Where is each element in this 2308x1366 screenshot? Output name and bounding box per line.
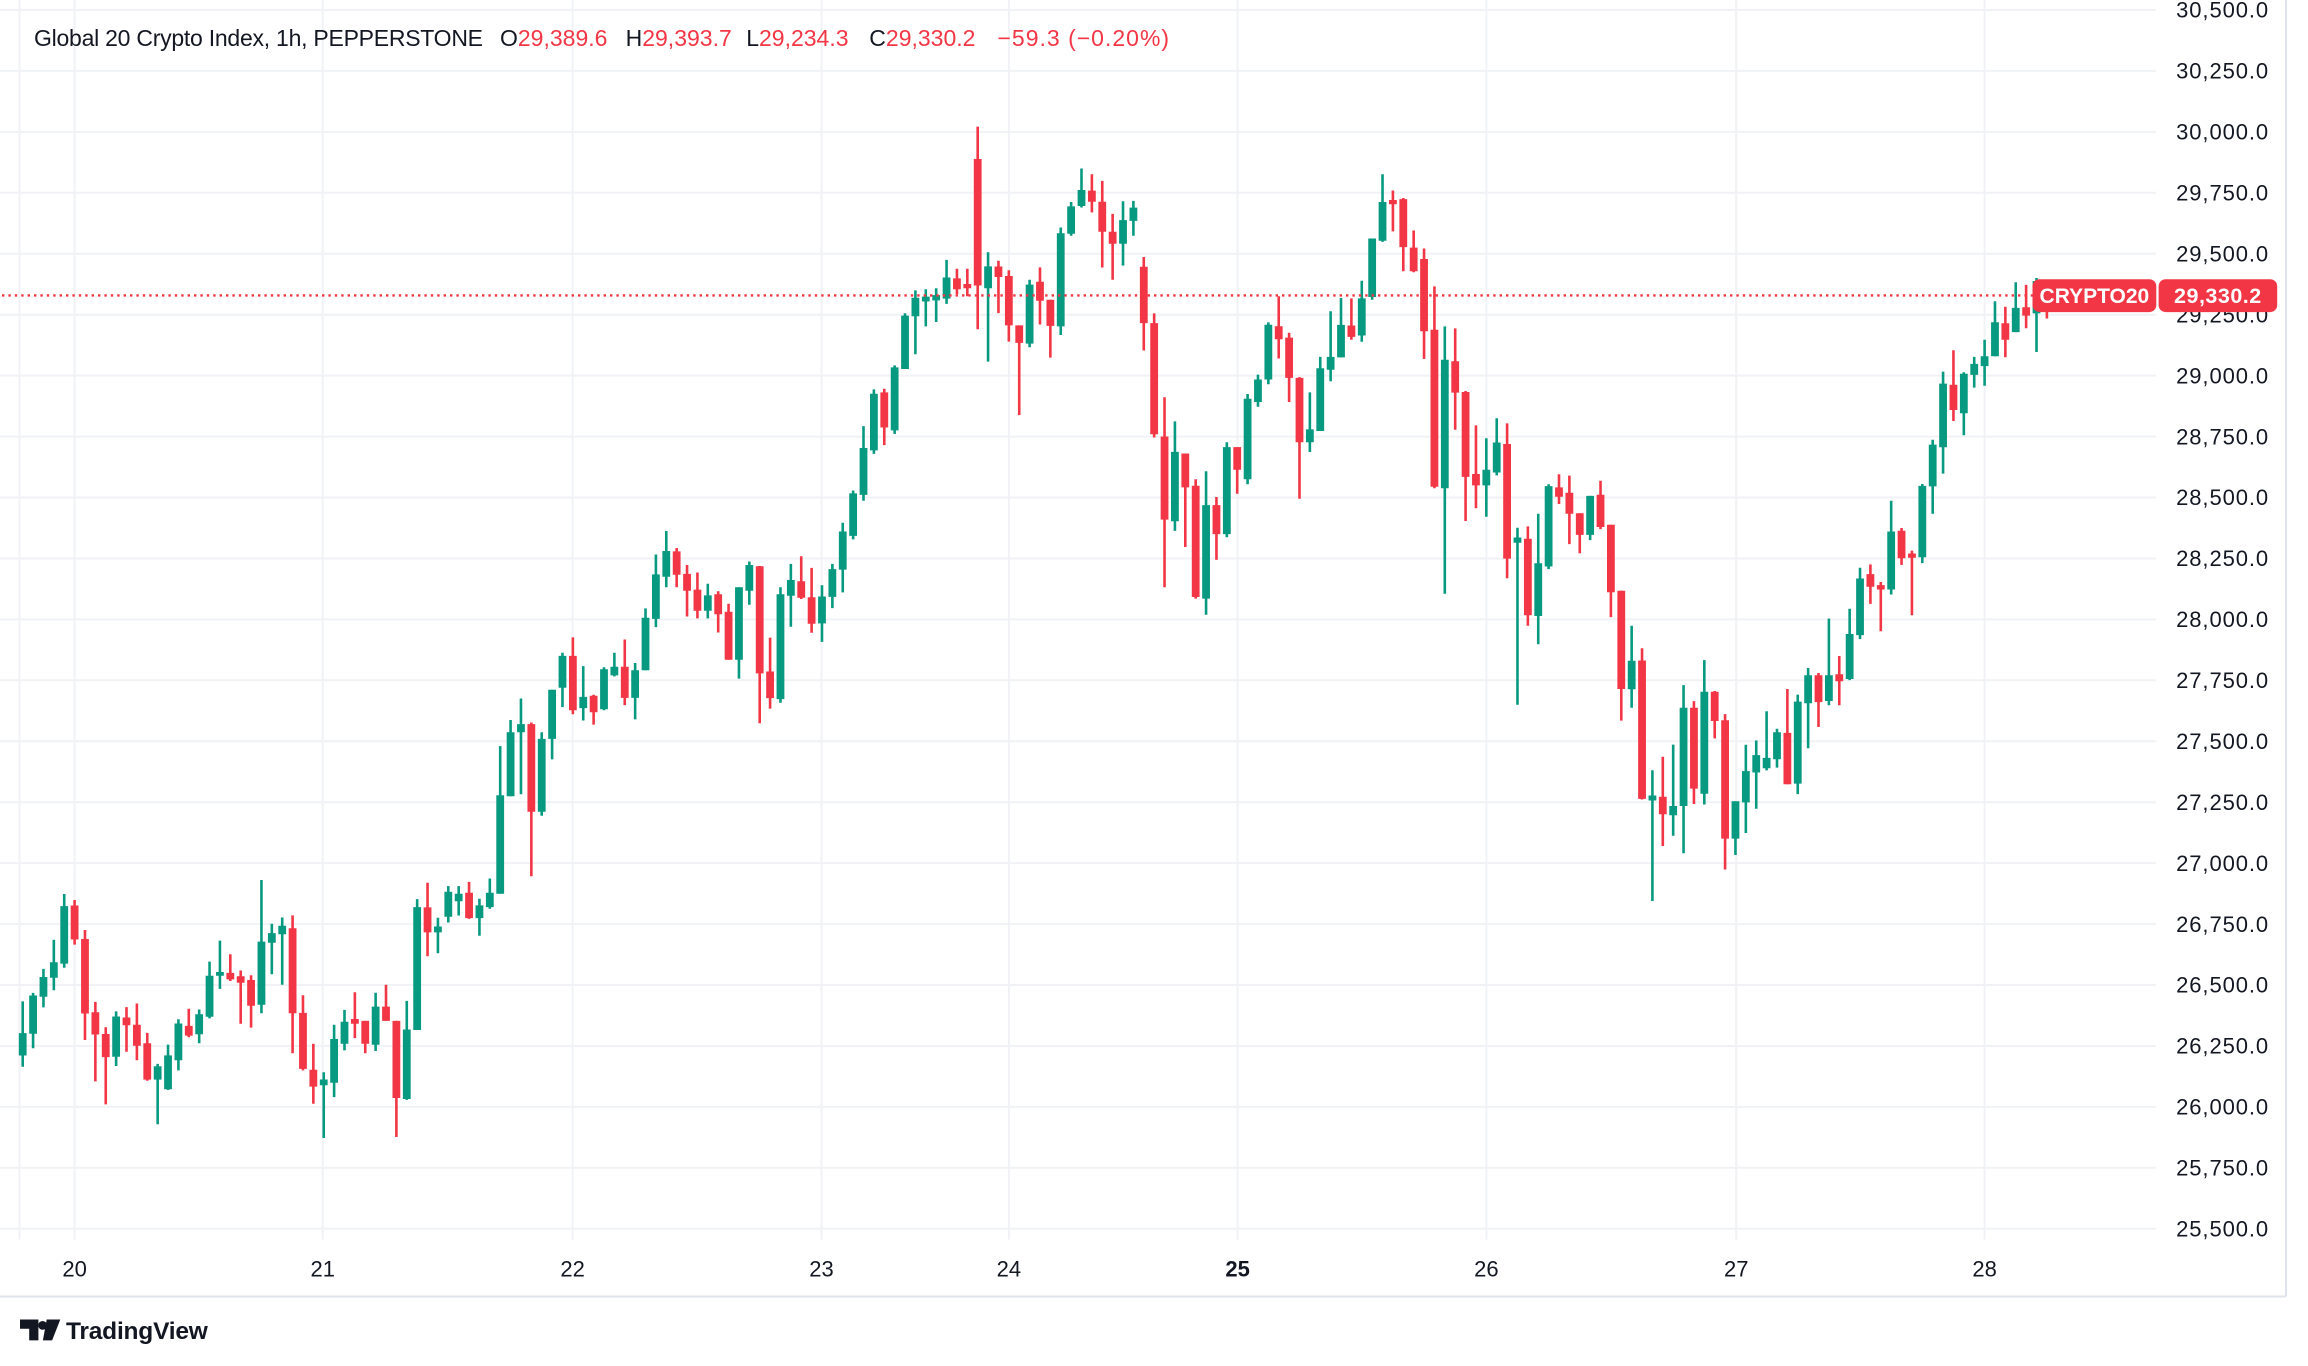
- svg-text:29,000.0: 29,000.0: [2176, 363, 2269, 388]
- svg-text:27,250.0: 27,250.0: [2176, 790, 2269, 815]
- svg-text:26,750.0: 26,750.0: [2176, 912, 2269, 937]
- svg-text:25: 25: [1225, 1257, 1249, 1282]
- svg-text:29,750.0: 29,750.0: [2176, 181, 2269, 206]
- svg-text:26,500.0: 26,500.0: [2176, 973, 2269, 998]
- svg-text:O29,389.6: O29,389.6: [500, 25, 607, 51]
- svg-text:29,500.0: 29,500.0: [2176, 242, 2269, 267]
- svg-text:C29,330.2: C29,330.2: [869, 25, 975, 51]
- svg-text:25,750.0: 25,750.0: [2176, 1156, 2269, 1181]
- svg-text:H29,393.7: H29,393.7: [626, 25, 732, 51]
- svg-text:27,750.0: 27,750.0: [2176, 668, 2269, 693]
- svg-text:28,750.0: 28,750.0: [2176, 424, 2269, 449]
- svg-text:20: 20: [62, 1257, 86, 1282]
- svg-text:TradingView: TradingView: [66, 1318, 209, 1345]
- svg-text:28,000.0: 28,000.0: [2176, 607, 2269, 632]
- svg-text:22: 22: [560, 1257, 584, 1282]
- svg-text:28,250.0: 28,250.0: [2176, 546, 2269, 571]
- svg-text:26: 26: [1474, 1257, 1498, 1282]
- svg-text:23: 23: [809, 1257, 833, 1282]
- svg-text:30,250.0: 30,250.0: [2176, 59, 2269, 84]
- svg-text:21: 21: [310, 1257, 334, 1282]
- svg-text:26,000.0: 26,000.0: [2176, 1095, 2269, 1120]
- svg-text:30,500.0: 30,500.0: [2176, 0, 2269, 23]
- svg-text:26,250.0: 26,250.0: [2176, 1034, 2269, 1059]
- svg-text:25,500.0: 25,500.0: [2176, 1217, 2269, 1242]
- svg-text:28: 28: [1972, 1257, 1996, 1282]
- svg-text:27,000.0: 27,000.0: [2176, 851, 2269, 876]
- svg-text:−59.3 (−0.20%): −59.3 (−0.20%): [998, 25, 1171, 51]
- svg-text:L29,234.3: L29,234.3: [746, 25, 848, 51]
- svg-text:Global 20 Crypto Index, 1h, PE: Global 20 Crypto Index, 1h, PEPPERSTONE: [34, 25, 483, 51]
- svg-text:27,500.0: 27,500.0: [2176, 729, 2269, 754]
- svg-text:29,330.2: 29,330.2: [2174, 284, 2262, 308]
- svg-text:28,500.0: 28,500.0: [2176, 485, 2269, 510]
- svg-text:CRYPTO20: CRYPTO20: [2040, 285, 2150, 308]
- svg-text:27: 27: [1724, 1257, 1748, 1282]
- svg-text:30,000.0: 30,000.0: [2176, 120, 2269, 145]
- svg-text:24: 24: [997, 1257, 1021, 1282]
